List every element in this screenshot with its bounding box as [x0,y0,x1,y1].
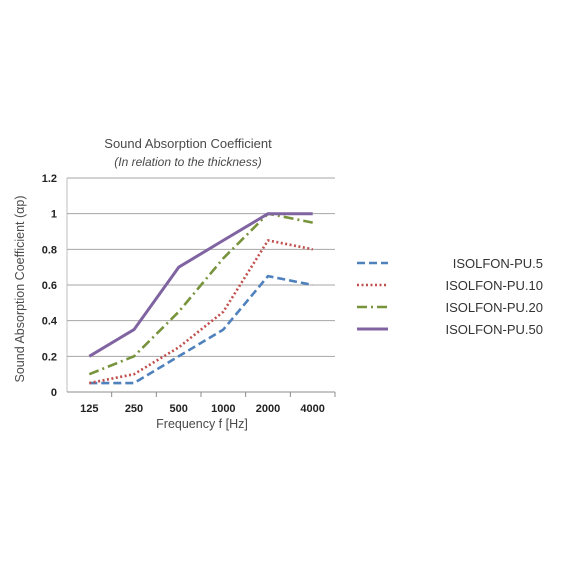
chart-title: Sound Absorption Coefficient [104,136,272,151]
y-tick-label: 1 [51,209,57,221]
y-axis-label: Sound Absorption Coefficient (αp) [13,196,27,383]
y-tick-label: 0.2 [42,351,57,363]
x-tick-label: 2000 [256,403,280,415]
x-tick-label: 250 [125,403,143,415]
x-tick-label: 4000 [300,403,324,415]
y-tick-label: 1.2 [42,173,57,185]
chart-subtitle: (In relation to the thickness) [114,155,261,169]
legend-label: ISOLFON-PU.50 [445,322,543,337]
legend-label: ISOLFON-PU.5 [453,256,543,271]
x-tick-label: 1000 [211,403,235,415]
series-line-4 [88,212,313,358]
y-tick-label: 0 [51,387,57,399]
legend-label: ISOLFON-PU.10 [445,278,543,293]
series-line-1 [89,274,313,385]
y-tick-label: 0.6 [42,280,57,292]
y-tick-labels: 0 0.2 0.4 0.6 0.8 1 1.2 [42,173,58,399]
x-axis-label: Frequency f [Hz] [156,417,248,431]
y-tick-label: 0.8 [42,244,57,256]
series-line-3 [88,212,313,376]
legend-label: ISOLFON-PU.20 [445,300,543,315]
legend: ISOLFON-PU.5 ISOLFON-PU.10 ISOLFON-PU.20 IS… [357,256,543,337]
x-tick-label: 125 [80,403,98,415]
x-tick-labels: 125 250 500 1000 2000 4000 [80,392,336,415]
series-lines [88,212,313,385]
series-line-2 [89,239,313,385]
x-tick-label: 500 [169,403,187,415]
y-tick-label: 0.4 [42,316,58,328]
